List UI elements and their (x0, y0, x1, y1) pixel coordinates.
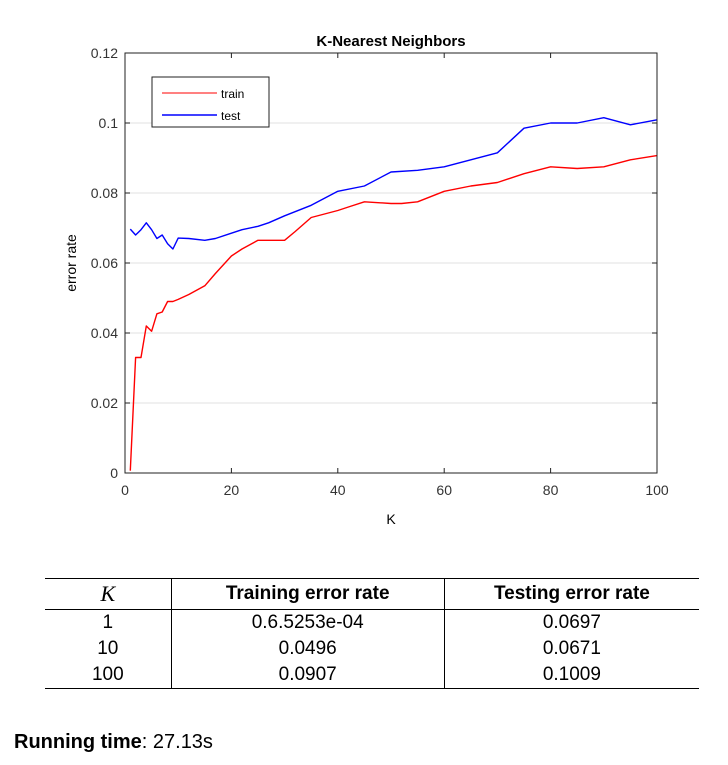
knn-error-chart: 0 0.02 0.04 0.06 0.08 0.1 0.12 0 20 40 60 80 100 K-N… (63, 33, 669, 527)
cell-training-error: 0.6.5253e-04 (171, 609, 445, 636)
header-training-error: Training error rate (171, 578, 445, 610)
series-line-train (129, 154, 658, 471)
x-tick-label: 0 (121, 482, 129, 498)
y-tick-label: 0 (110, 465, 118, 481)
table-header-row: K Training error rate Testing error rate (45, 578, 699, 610)
chart-title: K-Nearest Neighbors (316, 33, 465, 50)
cell-testing-error: 0.1009 (444, 662, 699, 689)
axis-ticks: 0 0.02 0.04 0.06 0.08 0.1 0.12 0 20 40 60 80 100 (91, 45, 669, 498)
cell-k: 10 (45, 636, 172, 662)
running-time-label: Running time (14, 731, 142, 753)
header-testing-error: Testing error rate (444, 578, 699, 610)
running-time-separator: : (141, 731, 148, 753)
table-row: 100 0.0907 0.1009 (45, 662, 699, 689)
y-tick-label: 0.06 (91, 255, 118, 271)
x-tick-label: 40 (330, 482, 346, 498)
y-tick-label: 0.02 (91, 395, 118, 411)
cell-k: 100 (45, 662, 172, 689)
x-tick-label: 20 (224, 482, 240, 498)
table-row: 10 0.0496 0.0671 (45, 636, 699, 662)
cell-k: 1 (45, 609, 172, 636)
y-axis-label: error rate (63, 234, 79, 292)
gridlines (125, 122, 657, 404)
legend: train test (151, 76, 270, 128)
series-lines (129, 116, 658, 471)
running-time: Running time: 27.13s (14, 731, 213, 754)
series-line-test (129, 116, 658, 250)
cell-testing-error: 0.0671 (542, 638, 601, 659)
table-row: 1 0.6.5253e-04 0.0697 (45, 609, 699, 636)
cell-training-error: 0.0496 (171, 636, 445, 662)
legend-test-label: test (221, 109, 241, 123)
y-tick-label: 0.08 (91, 185, 118, 201)
legend-train-label: train (221, 87, 244, 101)
results-table: K Training error rate Testing error rate… (45, 578, 699, 689)
cell-training-error: 0.0907 (171, 662, 445, 689)
running-time-value: 27.13s (147, 731, 213, 753)
x-tick-label: 100 (645, 482, 669, 498)
y-tick-label: 0.04 (91, 325, 118, 341)
header-k: K (45, 578, 172, 610)
x-axis-label: K (386, 511, 396, 527)
x-tick-label: 80 (543, 482, 559, 498)
legend-box (151, 76, 270, 128)
y-tick-label: 0.1 (99, 115, 119, 131)
x-tick-label: 60 (436, 482, 452, 498)
y-tick-label: 0.12 (91, 45, 118, 61)
cell-testing-error: 0.0697 (542, 612, 601, 633)
